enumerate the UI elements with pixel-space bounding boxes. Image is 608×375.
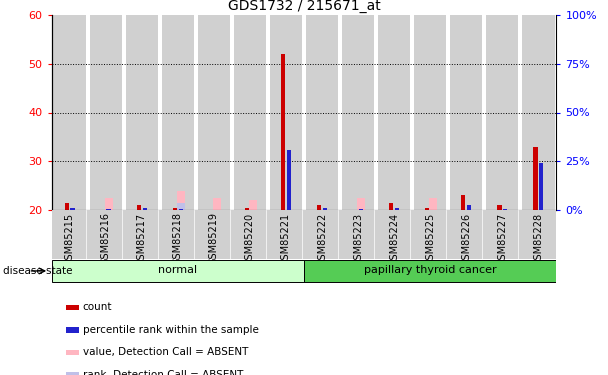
Text: GSM85218: GSM85218 (173, 213, 183, 266)
Text: rank, Detection Call = ABSENT: rank, Detection Call = ABSENT (83, 370, 243, 375)
Bar (71, 208, 75, 210)
Bar (486, 15, 519, 210)
Bar (162, 15, 194, 210)
Bar (213, 198, 221, 210)
Bar (66, 372, 78, 375)
Bar (54, 15, 86, 210)
Text: GSM85228: GSM85228 (533, 213, 544, 266)
Bar (533, 147, 537, 210)
Text: GSM85220: GSM85220 (245, 213, 255, 266)
Text: GSM85226: GSM85226 (461, 213, 471, 266)
Bar (467, 205, 471, 210)
Bar (359, 209, 363, 210)
Bar (126, 15, 158, 210)
Text: GSM85215: GSM85215 (64, 213, 75, 266)
Text: GSM85227: GSM85227 (497, 213, 507, 266)
Bar (306, 15, 338, 210)
Bar (66, 350, 78, 355)
Bar (142, 208, 147, 210)
Bar (395, 208, 399, 210)
Bar (378, 15, 410, 210)
Bar (323, 208, 327, 210)
Bar (245, 208, 249, 210)
Text: normal: normal (158, 265, 198, 275)
Bar (173, 208, 177, 210)
Text: GSM85225: GSM85225 (425, 213, 435, 266)
Bar (304, 260, 556, 282)
Bar (450, 15, 482, 210)
Bar (137, 205, 141, 210)
Title: GDS1732 / 215671_at: GDS1732 / 215671_at (227, 0, 381, 13)
Text: GSM85224: GSM85224 (389, 213, 399, 266)
Bar (66, 327, 78, 333)
Bar (425, 208, 429, 210)
Bar (106, 209, 111, 210)
Text: GSM85221: GSM85221 (281, 213, 291, 266)
Bar (66, 305, 78, 310)
Bar (233, 15, 266, 210)
Bar (249, 200, 257, 210)
Bar (105, 198, 112, 210)
Text: GSM85222: GSM85222 (317, 213, 327, 266)
Bar (539, 163, 544, 210)
Text: GSM85217: GSM85217 (137, 213, 147, 266)
Bar (281, 54, 285, 210)
Bar (429, 198, 437, 210)
Text: count: count (83, 303, 112, 312)
Bar (503, 209, 507, 210)
Bar (177, 203, 185, 210)
Bar (179, 209, 183, 210)
Text: GSM85219: GSM85219 (209, 213, 219, 266)
Bar (89, 15, 122, 210)
Bar (414, 15, 446, 210)
Text: percentile rank within the sample: percentile rank within the sample (83, 325, 258, 335)
Bar (52, 260, 304, 282)
Bar (177, 190, 185, 210)
Bar (287, 150, 291, 210)
Bar (64, 203, 69, 210)
Text: GSM85216: GSM85216 (101, 213, 111, 266)
Bar (270, 15, 302, 210)
Text: disease state: disease state (3, 266, 72, 276)
Text: value, Detection Call = ABSENT: value, Detection Call = ABSENT (83, 348, 248, 357)
Bar (461, 195, 466, 210)
Text: papillary thyroid cancer: papillary thyroid cancer (364, 265, 497, 275)
Bar (357, 198, 365, 210)
Bar (317, 205, 321, 210)
Bar (198, 15, 230, 210)
Bar (389, 203, 393, 210)
Bar (342, 15, 375, 210)
Bar (497, 205, 502, 210)
Text: GSM85223: GSM85223 (353, 213, 363, 266)
Bar (522, 15, 554, 210)
